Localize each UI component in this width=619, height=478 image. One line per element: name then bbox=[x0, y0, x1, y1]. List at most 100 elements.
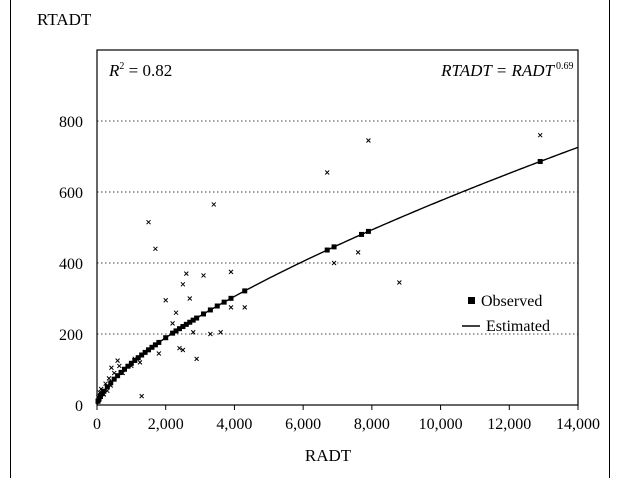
fit-line-group bbox=[96, 146, 579, 406]
observed-point bbox=[194, 356, 199, 362]
estimated-point bbox=[96, 396, 102, 402]
estimated-point bbox=[135, 355, 141, 361]
estimated-point bbox=[176, 326, 182, 332]
observed-point-stroke bbox=[156, 351, 162, 356]
observed-point bbox=[537, 132, 543, 138]
x-tick-label: 12,000 bbox=[487, 416, 531, 433]
observed-point bbox=[109, 365, 114, 371]
observed-point bbox=[146, 219, 151, 225]
x-tick-label: 10,000 bbox=[419, 416, 463, 433]
estimated-point bbox=[152, 342, 158, 348]
legend-estimated-label: Estimated bbox=[486, 318, 550, 335]
estimated-point bbox=[170, 330, 176, 336]
estimated-point bbox=[125, 363, 131, 369]
estimated-point bbox=[214, 303, 220, 309]
observed-point-stroke bbox=[173, 310, 179, 316]
observed-point-stroke bbox=[242, 305, 248, 310]
estimated-point bbox=[228, 295, 234, 301]
observed-point bbox=[355, 249, 361, 255]
estimated-point bbox=[139, 352, 145, 358]
x-ticks: 0 2,000 4,000 6,000 8,000 10,000 12,000 14,000 bbox=[93, 405, 600, 433]
estimated-point bbox=[146, 347, 152, 353]
observed-point-stroke bbox=[177, 345, 182, 351]
observed-point-stroke bbox=[324, 170, 330, 175]
observed-point bbox=[153, 246, 158, 252]
estimated-point bbox=[183, 321, 189, 327]
observed-point bbox=[208, 331, 213, 337]
y-tick-label: 400 bbox=[59, 256, 83, 273]
estimated-point bbox=[111, 376, 117, 382]
observed-point bbox=[331, 260, 337, 266]
observed-point bbox=[139, 393, 145, 399]
estimated-point bbox=[97, 393, 103, 399]
x-tick-label: 0 bbox=[93, 416, 101, 433]
estimated-point bbox=[118, 369, 124, 375]
observed-point-stroke bbox=[208, 331, 213, 337]
observed-point-stroke bbox=[190, 329, 196, 335]
observed-point-stroke bbox=[139, 393, 145, 399]
observed-point bbox=[396, 280, 402, 285]
estimated-point bbox=[221, 299, 227, 305]
r2-annotation: R2 = 0.82 bbox=[108, 61, 172, 80]
y-tick-label: 0 bbox=[75, 398, 83, 415]
y-tick-label: 800 bbox=[59, 114, 83, 131]
observed-point bbox=[228, 269, 234, 275]
legend: Observed Estimated bbox=[462, 293, 550, 335]
estimated-point bbox=[194, 315, 200, 321]
observed-point-stroke bbox=[201, 273, 206, 278]
observed-point-stroke bbox=[153, 246, 158, 252]
estimated-point bbox=[187, 319, 193, 325]
observed-point-stroke bbox=[116, 363, 122, 369]
observed-point-stroke bbox=[170, 320, 175, 326]
estimated-point bbox=[163, 335, 169, 341]
observed-point-stroke bbox=[228, 269, 234, 275]
observed-point-stroke bbox=[163, 297, 169, 303]
observed-point bbox=[218, 329, 224, 335]
estimated-point bbox=[156, 339, 162, 345]
observed-point-stroke bbox=[137, 360, 143, 365]
estimated-point bbox=[132, 357, 138, 363]
estimated-point bbox=[207, 307, 213, 313]
observed-point bbox=[170, 320, 175, 326]
fit-line bbox=[96, 146, 579, 406]
estimated-point bbox=[242, 288, 248, 294]
observed-point-stroke bbox=[98, 386, 104, 392]
observed-point-stroke bbox=[183, 271, 189, 277]
x-axis-title: RADT bbox=[305, 446, 352, 465]
observed-point-stroke bbox=[211, 202, 217, 207]
observed-point-stroke bbox=[366, 138, 371, 143]
observed-point bbox=[180, 281, 186, 287]
estimated-point bbox=[190, 317, 196, 323]
observed-point-stroke bbox=[146, 219, 151, 225]
estimated-point bbox=[324, 247, 330, 253]
estimated-point bbox=[180, 324, 186, 330]
estimated-point bbox=[101, 388, 107, 394]
estimated-point bbox=[115, 373, 121, 379]
observed-point-stroke bbox=[103, 381, 108, 387]
r2-value: = 0.82 bbox=[124, 61, 172, 80]
observed-point-stroke bbox=[194, 356, 199, 362]
x-tick-label: 14,000 bbox=[556, 416, 600, 433]
estimated-point bbox=[104, 384, 110, 390]
observed-point bbox=[156, 351, 162, 356]
x-tick-label: 6,000 bbox=[285, 416, 321, 433]
observed-point-stroke bbox=[180, 347, 186, 353]
estimated-markers bbox=[95, 158, 543, 404]
observed-point-stroke bbox=[228, 305, 234, 310]
estimated-point bbox=[331, 244, 337, 250]
observed-point bbox=[183, 271, 189, 277]
observed-point bbox=[180, 347, 186, 353]
observed-point-stroke bbox=[396, 280, 402, 285]
observed-point bbox=[177, 345, 182, 351]
observed-point-stroke bbox=[355, 249, 361, 255]
observed-point bbox=[190, 329, 196, 335]
estimated-point bbox=[142, 349, 148, 355]
x-tick-label: 4,000 bbox=[216, 416, 252, 433]
estimated-point bbox=[537, 158, 543, 164]
estimated-point bbox=[108, 380, 114, 386]
estimated-point bbox=[359, 231, 365, 237]
x-tick-label: 8,000 bbox=[354, 416, 390, 433]
observed-points bbox=[95, 132, 543, 404]
legend-observed-marker bbox=[468, 297, 475, 304]
observed-point bbox=[366, 138, 371, 143]
